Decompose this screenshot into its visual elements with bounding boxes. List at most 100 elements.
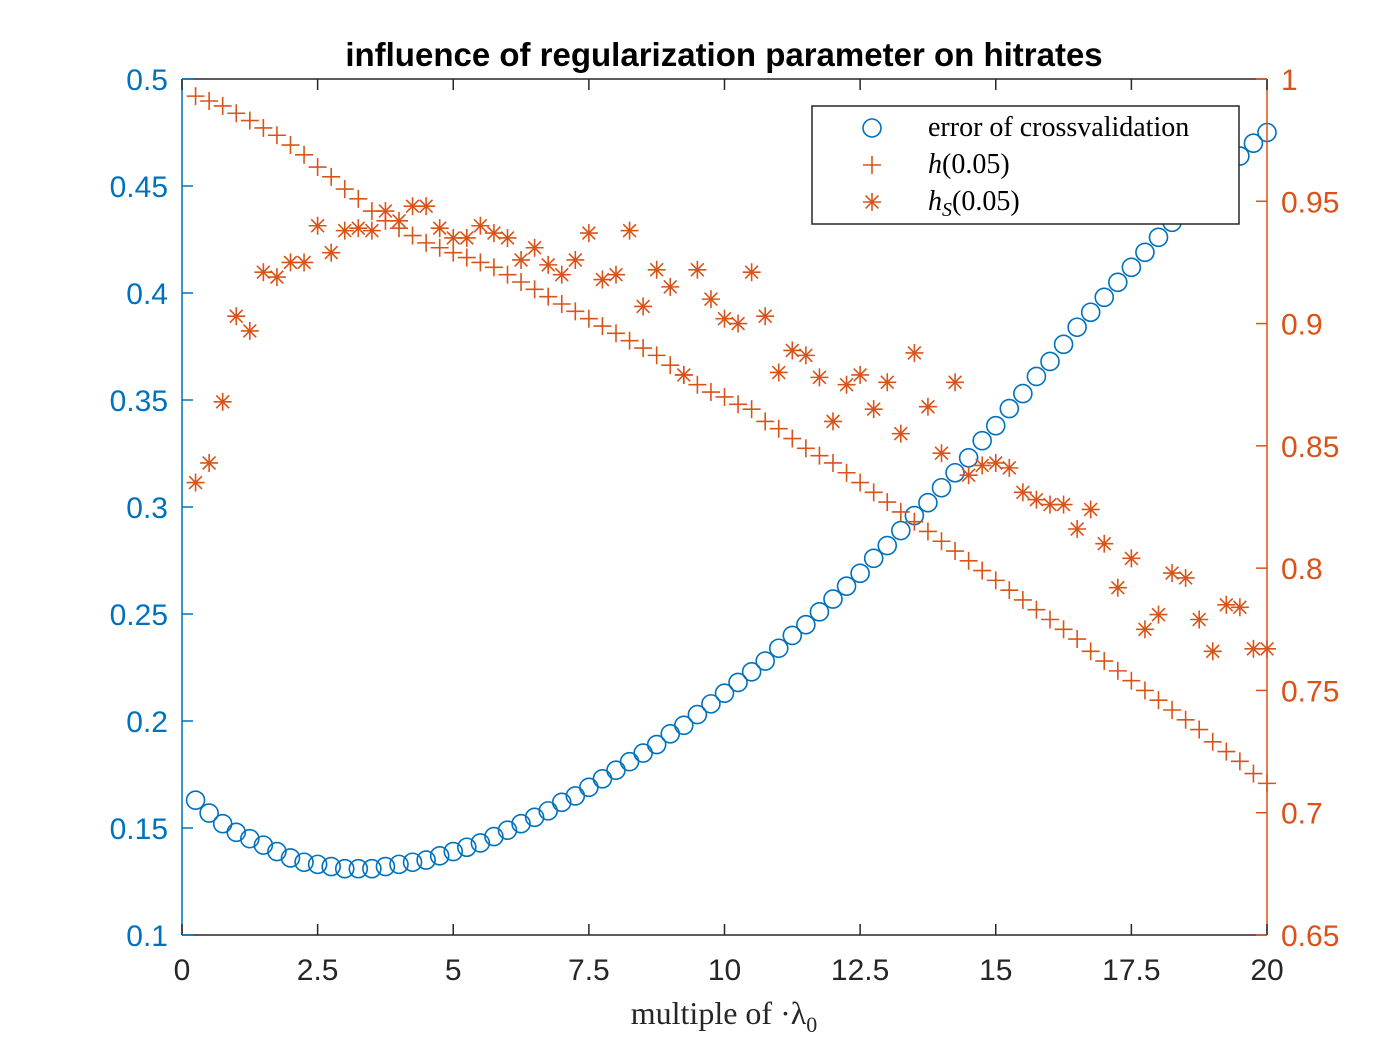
legend-marker-asterisk [863,193,881,211]
y-right-tick-label: 0.65 [1281,920,1339,953]
hs-point [1000,458,1019,477]
y-left-tick-label: 0.1 [126,920,168,953]
hs-point [932,444,951,463]
crossvalidation-point [1094,287,1115,308]
h-point [552,295,571,314]
crossvalidation-point [1080,302,1101,323]
hs-point [322,243,341,262]
h-point [1203,732,1222,751]
h-point [891,502,910,521]
hs-point [824,412,842,431]
crossvalidation-point [457,837,477,858]
crossvalidation-point [945,462,965,483]
crossvalidation-point [334,858,355,879]
chart-title: influence of regularization parameter on… [345,36,1102,73]
crossvalidation-point [389,854,409,875]
y-right-tick-label: 1 [1281,64,1298,97]
h-point [973,561,992,580]
h-point [742,400,761,419]
hs-point [579,224,598,243]
crossvalidation-point [687,704,708,725]
hs-point [512,250,531,269]
hs-point [878,373,897,392]
hs-point [783,341,802,360]
crossvalidation-point [985,415,1006,436]
y-left-tick-label: 0.2 [126,706,168,739]
hs-point [593,270,612,289]
legend-markers [862,118,882,211]
hs-point [1013,483,1032,502]
crossvalidation-point [1135,242,1155,263]
h-point [837,463,856,482]
h-point [1230,752,1249,771]
crossvalidation-point [1121,257,1142,278]
crossvalidation-point [728,672,748,693]
h-point [796,439,815,458]
crossvalidation-point [823,589,843,609]
hs-point [959,466,978,485]
crossvalidation-point [280,848,301,868]
h-point [254,118,273,137]
h-point [756,412,775,431]
h-point [932,532,951,551]
crossvalidation-point [877,535,898,556]
h-point [281,136,300,155]
legend-label-crossvalidation: error of crossvalidation [928,112,1189,143]
h-point [539,287,558,306]
crossvalidation-point [1026,366,1047,387]
hs-point [756,307,775,326]
hs-point [1108,578,1127,597]
hs-point [186,473,205,492]
h-point [1041,610,1059,629]
hs-point [674,365,693,384]
y-right-tick-label: 0.8 [1281,553,1323,586]
crossvalidation-point [741,661,762,682]
hs-point [1163,564,1182,583]
legend: error of crossvalidation h(0.05) hS(0.05… [811,105,1240,225]
hs-point [986,453,1005,472]
hs-point [715,309,734,328]
x-axis-label-subscript: 0 [806,1012,817,1037]
h-point [769,419,788,438]
crossvalidation-point [674,715,694,736]
legend-marker-circle [862,118,882,138]
hs-point [1203,642,1222,661]
h-point [1108,661,1127,680]
crossvalidation-point [185,790,206,810]
crossvalidation-point [999,398,1020,419]
hs-point [457,228,476,247]
hs-point [240,321,259,340]
hs-point [837,375,856,394]
hs-point [729,314,748,333]
crossvalidation-point [1148,227,1169,248]
x-tick-label: 20 [1250,954,1283,987]
h-point [1163,700,1182,719]
y-left-tick-label: 0.4 [126,278,168,311]
h-point [200,92,219,111]
hs-point [552,265,571,284]
h-point [1095,652,1114,671]
hs-point [267,268,286,287]
crossvalidation-point [755,651,775,671]
crossvalidation-point [551,792,572,813]
hs-point [620,221,639,240]
hs-point [227,307,246,326]
h-point [1068,630,1087,649]
legend-label-h-italic: h [928,149,942,180]
axes-layer: 0 2.5 5 7.5 10 12.5 15 17.5 20 0.1 0.15 0.2 0.25 0.3 0… [110,64,1340,987]
hs-point [769,363,788,382]
hs-point [471,216,490,235]
marks-layer [185,87,1277,879]
h-point [715,387,734,406]
crossvalidation-point [362,858,382,879]
h-point [634,339,653,358]
crossvalidation-point [863,548,884,569]
crossvalidation-point [524,807,545,828]
h-point [295,145,314,164]
y-left-tick-label: 0.3 [126,492,168,525]
crossvalidation-point [1040,351,1060,372]
crossvalidation-point [226,822,247,843]
h-point [430,238,449,257]
crossvalidation-point [375,856,396,877]
h-point [783,429,802,448]
